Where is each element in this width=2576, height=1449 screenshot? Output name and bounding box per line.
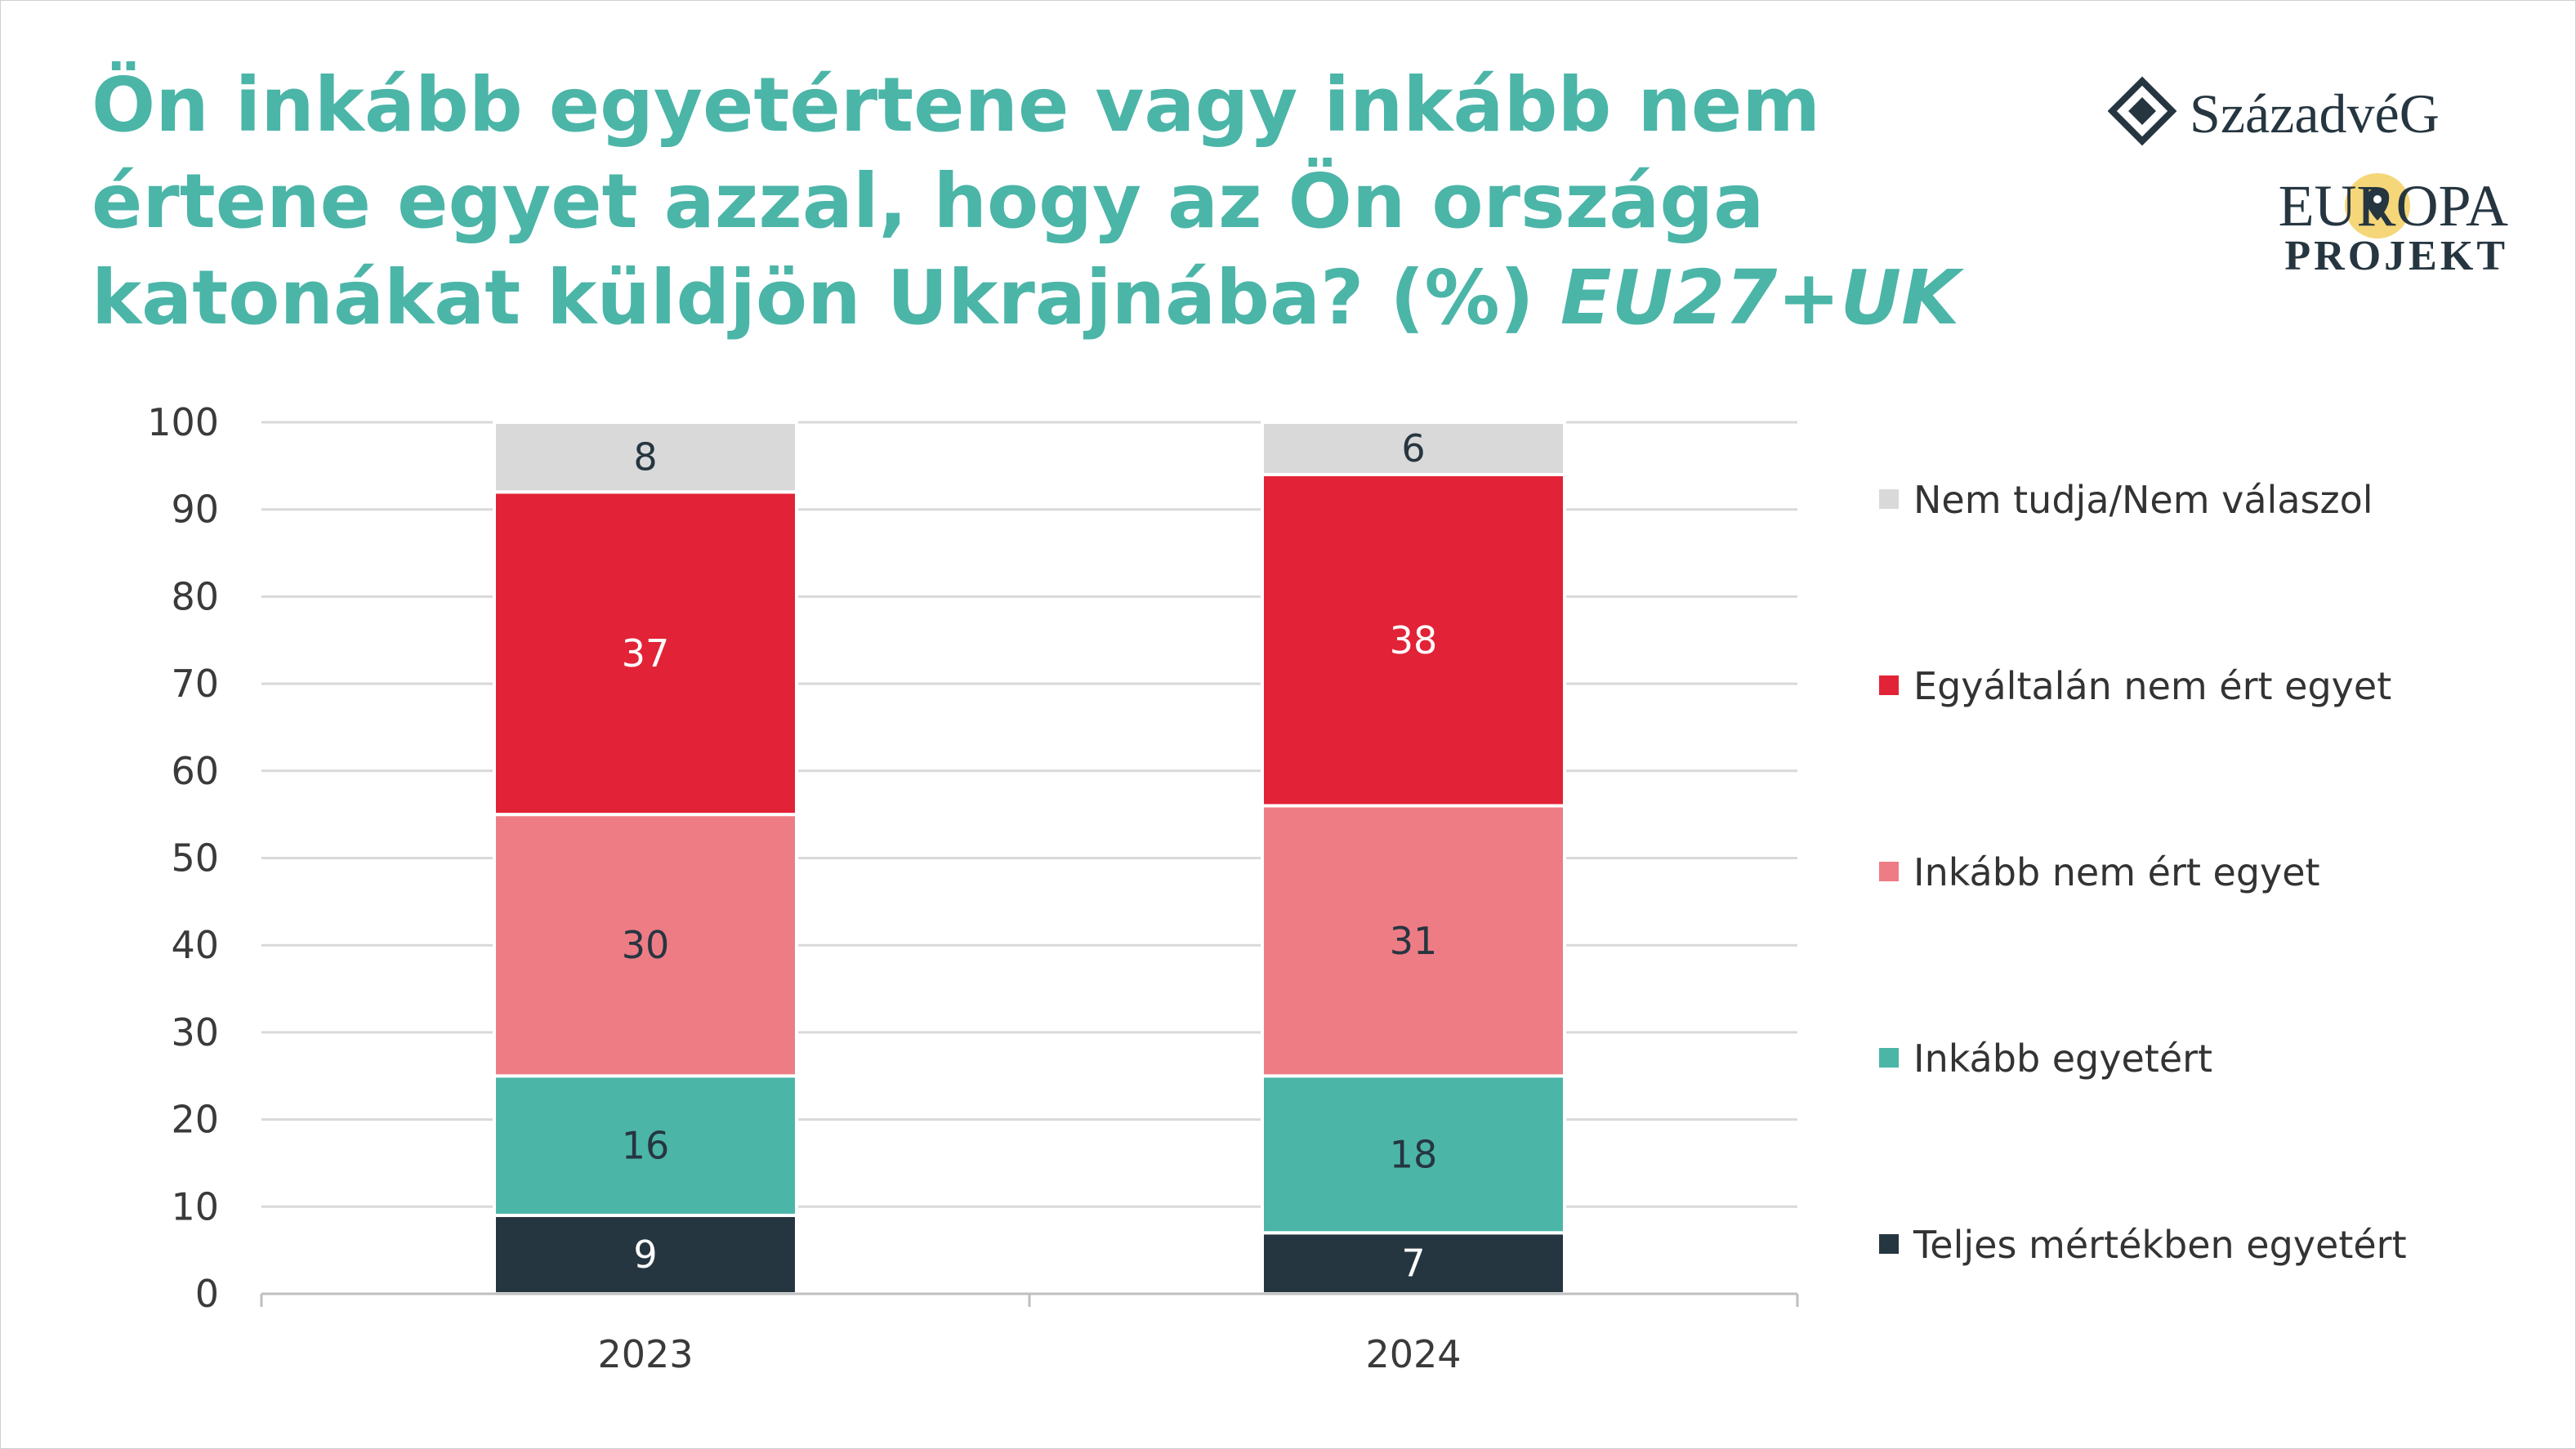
y-axis-ticks: 0 10 20 30 40 50 60 70 80 90 100: [147, 400, 219, 1316]
title-main: Ön inkább egyetértene vagy inkább nem ér…: [92, 61, 1821, 341]
y-tick-label: 20: [171, 1098, 219, 1142]
y-tick-label: 40: [171, 923, 219, 967]
legend-swatch: [1879, 862, 1899, 881]
data-label: 16: [622, 1124, 670, 1168]
legend-label: Inkább egyetért: [1913, 1037, 2212, 1081]
legend-label: Egyáltalán nem ért egyet: [1913, 664, 2391, 708]
data-label: 31: [1390, 919, 1438, 963]
legend-label: Teljes mértékben egyetért: [1913, 1223, 2407, 1267]
legend-item: Nem tudja/Nem válaszol: [1879, 478, 2373, 522]
y-tick-label: 0: [195, 1272, 219, 1316]
legend-item: Inkább egyetért: [1879, 1037, 2212, 1081]
brand-logo: SzázadvéG EUROPA PROJEKT: [2108, 76, 2508, 278]
project-name-line1: EUROPA: [2279, 173, 2508, 239]
x-axis: 2023 2024: [260, 1292, 1799, 1376]
data-label: 9: [633, 1233, 657, 1277]
chart-title: Ön inkább egyetértene vagy inkább nem ér…: [92, 57, 2069, 346]
project-name-line2: PROJEKT: [2284, 233, 2508, 278]
legend: Nem tudja/Nem válaszol Egyáltalán nem ért…: [1879, 478, 2407, 1267]
data-label: 30: [622, 923, 670, 967]
data-label: 8: [633, 435, 657, 479]
y-tick-label: 50: [171, 836, 219, 881]
bar-segment: [493, 813, 798, 1078]
legend-label: Inkább nem ért egyet: [1913, 850, 2320, 894]
bar-segment: [1261, 1231, 1566, 1296]
legend-item: Teljes mértékben egyetért: [1879, 1223, 2407, 1267]
data-label: 7: [1401, 1242, 1425, 1286]
bar-segment: [493, 490, 798, 817]
data-labels: 9 16 30 37 8 7 18 31 38 6: [622, 426, 1438, 1286]
data-label: 38: [1390, 618, 1438, 662]
brand-name: SzázadvéG: [2190, 82, 2440, 145]
bars: [493, 421, 1566, 1296]
legend-label: Nem tudja/Nem válaszol: [1913, 478, 2373, 522]
legend-item: Egyáltalán nem ért egyet: [1879, 664, 2391, 708]
x-tick-label: 2023: [597, 1332, 693, 1376]
data-label: 6: [1401, 426, 1425, 470]
gridlines: [261, 421, 1797, 1208]
y-tick-label: 60: [171, 749, 219, 793]
bar-segment: [493, 421, 798, 494]
y-tick-label: 100: [147, 400, 219, 444]
y-tick-label: 30: [171, 1010, 219, 1054]
bar-segment: [1261, 473, 1566, 808]
legend-swatch: [1879, 1234, 1899, 1254]
y-tick-label: 90: [171, 488, 219, 532]
y-tick-label: 70: [171, 662, 219, 706]
y-tick-label: 10: [171, 1184, 219, 1228]
y-tick-label: 80: [171, 574, 219, 618]
legend-item: Inkább nem ért egyet: [1879, 850, 2320, 894]
data-label: 37: [622, 631, 670, 675]
bar-segment: [1261, 421, 1566, 477]
data-label: 18: [1390, 1132, 1438, 1176]
map-pin-icon: [2345, 173, 2410, 239]
legend-swatch: [1879, 1048, 1899, 1068]
title-subtitle: EU27+UK: [1560, 254, 1960, 341]
legend-swatch: [1879, 489, 1899, 509]
bar-segment: [493, 1074, 798, 1217]
legend-swatch: [1879, 675, 1899, 695]
x-tick-label: 2024: [1365, 1332, 1461, 1376]
